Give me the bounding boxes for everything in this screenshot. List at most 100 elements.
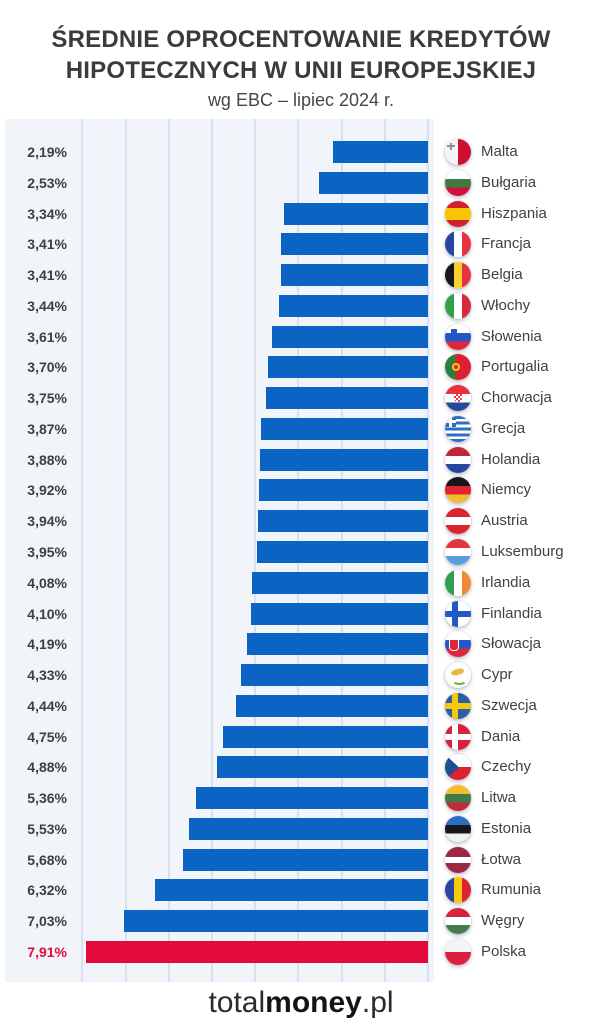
bar-netherlands <box>260 448 428 471</box>
flag-detail <box>451 327 457 335</box>
footer-logo: totalmoney.pl <box>0 986 602 1020</box>
country-label-cyprus: Cypr <box>481 666 513 684</box>
flag-icon-italy <box>445 292 471 319</box>
bar-cyprus <box>240 664 428 687</box>
bar-lithuania <box>196 787 428 810</box>
country-label-czechia: Czechy <box>481 758 532 776</box>
flag-detail <box>447 145 455 147</box>
value-label-denmark: 4,75% <box>27 728 67 745</box>
bar-ireland <box>251 571 428 594</box>
bar-hungary <box>124 910 428 933</box>
flag-detail <box>454 365 458 370</box>
flag-detail <box>445 415 456 427</box>
value-label-ireland: 4,08% <box>27 574 67 591</box>
value-label-spain: 3,34% <box>27 205 67 222</box>
country-label-hungary: Węgry <box>481 912 525 930</box>
flag-icon-spain <box>445 200 471 227</box>
country-label-luxembourg: Luksemburg <box>481 543 564 560</box>
value-label-portugal: 3,70% <box>27 359 67 376</box>
flag-icon-sweden <box>445 692 471 719</box>
flag-icon-denmark <box>445 723 471 750</box>
country-label-ireland: Irlandia <box>481 573 531 591</box>
flag-icon-finland <box>445 600 471 627</box>
value-label-germany: 3,92% <box>27 482 67 499</box>
flag-icon-bulgaria <box>445 169 471 196</box>
value-label-greece: 3,87% <box>27 420 67 437</box>
flag-icon-hungary <box>445 908 471 935</box>
value-label-romania: 6,32% <box>27 882 67 899</box>
flag-icon-estonia <box>445 815 471 842</box>
value-label-netherlands: 3,88% <box>27 451 67 468</box>
flag-icon-slovakia <box>445 631 471 658</box>
flag-icon-latvia <box>445 846 471 873</box>
bar-slovakia <box>246 633 428 656</box>
chart-subtitle: wg EBC – lipiec 2024 r. <box>207 90 395 110</box>
flag-icon-czechia <box>445 754 471 781</box>
gridline-8-percent <box>81 119 84 982</box>
flag-icon-portugal <box>445 354 471 381</box>
bar-belgium <box>280 264 428 287</box>
flag-icon-croatia <box>445 385 471 412</box>
bar-slovenia <box>272 325 428 348</box>
flag-icon-malta <box>445 139 471 165</box>
flag-icon-germany <box>445 477 471 504</box>
country-label-estonia: Estonia <box>481 819 532 837</box>
value-label-latvia: 5,68% <box>27 851 67 868</box>
country-label-malta: Malta <box>481 143 518 160</box>
flag-detail <box>449 639 459 652</box>
country-label-belgium: Belgia <box>481 266 523 284</box>
flag-detail <box>452 600 458 627</box>
value-label-croatia: 3,75% <box>27 390 67 407</box>
gridline-5-percent <box>211 119 213 982</box>
country-label-spain: Hiszpania <box>481 204 547 222</box>
flag-icon-poland <box>445 939 471 966</box>
value-label-slovenia: 3,61% <box>27 328 67 345</box>
country-label-finland: Finlandia <box>481 604 542 622</box>
bar-czechia <box>217 756 428 779</box>
country-label-france: Francja <box>481 235 532 253</box>
country-label-sweden: Szwecja <box>481 696 537 714</box>
flag-detail <box>445 754 459 781</box>
country-label-romania: Rumunia <box>481 881 542 899</box>
bar-italy <box>279 294 428 317</box>
value-label-lithuania: 5,36% <box>27 790 67 807</box>
country-label-poland: Polska <box>481 943 527 961</box>
bar-bulgaria <box>318 171 428 194</box>
flag-detail <box>452 723 458 750</box>
flag-detail <box>454 394 462 403</box>
bar-denmark <box>222 725 428 748</box>
value-label-italy: 3,44% <box>27 297 67 314</box>
footer-logo-total: total <box>208 986 266 1019</box>
bar-sweden <box>236 694 428 717</box>
value-label-france: 3,41% <box>27 236 67 253</box>
country-label-slovenia: Słowenia <box>481 327 542 345</box>
flag-detail <box>445 733 471 740</box>
bar-romania <box>154 879 428 902</box>
country-label-netherlands: Holandia <box>481 450 541 468</box>
country-label-germany: Niemcy <box>481 481 532 499</box>
bar-austria <box>257 510 428 533</box>
flag-icon-belgium <box>445 262 471 289</box>
gridline-0-percent <box>427 119 429 982</box>
gridline-4-percent <box>254 119 257 982</box>
country-label-denmark: Dania <box>481 727 521 745</box>
flag-icon-romania <box>445 877 471 904</box>
value-label-luxembourg: 3,95% <box>27 544 67 560</box>
value-label-hungary: 7,03% <box>27 913 67 930</box>
bar-latvia <box>182 848 428 871</box>
gridline-6-percent <box>167 119 170 982</box>
value-label-bulgaria: 2,53% <box>27 174 67 191</box>
country-label-latvia: Łotwa <box>481 850 522 868</box>
value-label-czechia: 4,88% <box>27 759 67 776</box>
chart-title-line-1: ŚREDNIE OPROCENTOWANIE KREDYTÓW <box>51 26 551 53</box>
flag-icon-austria <box>445 508 471 535</box>
header: ŚREDNIE OPROCENTOWANIE KREDYTÓW HIPOTECZ… <box>0 0 602 111</box>
chart-title: ŚREDNIE OPROCENTOWANIE KREDYTÓW HIPOTECZ… <box>0 24 602 86</box>
value-label-estonia: 5,53% <box>27 820 67 837</box>
bar-greece <box>260 417 428 440</box>
country-label-greece: Grecja <box>481 419 526 437</box>
flag-icon-france <box>445 231 471 258</box>
flag-detail <box>452 675 467 686</box>
value-label-poland: 7,91% <box>27 944 67 961</box>
gridline-7-percent <box>124 119 127 982</box>
